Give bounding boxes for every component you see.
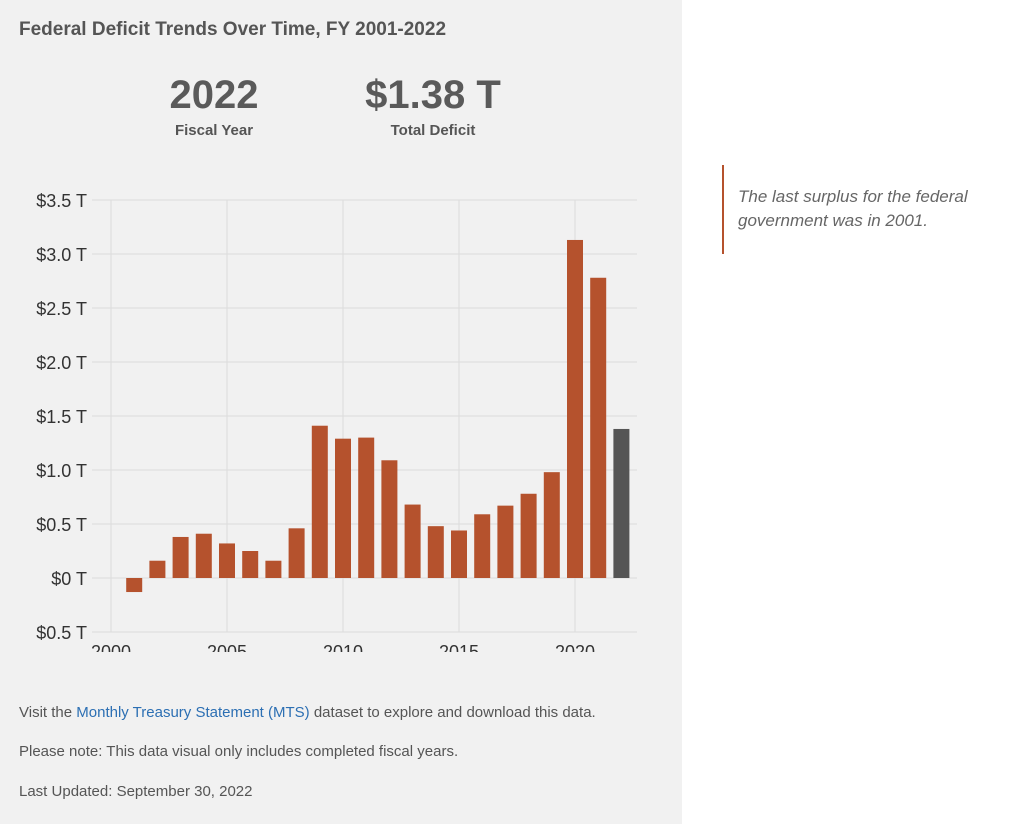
bar-2008	[288, 528, 305, 578]
bar-2004	[195, 533, 212, 578]
y-tick-label: $3.0 T	[36, 245, 87, 265]
callout-text: The last surplus for the federal governm…	[738, 187, 968, 230]
bar-2013	[404, 504, 421, 578]
total-deficit-label: Total Deficit	[390, 122, 476, 139]
mts-link[interactable]: Monthly Treasury Statement (MTS)	[76, 704, 310, 721]
bar-2005	[219, 543, 235, 578]
bar-2001	[126, 578, 143, 593]
visit-suffix: dataset to explore and download this dat…	[309, 704, 596, 721]
y-tick-label: $0 T	[51, 569, 87, 589]
surplus-callout: The last surplus for the federal governm…	[722, 165, 1018, 254]
bar-2010	[335, 438, 351, 578]
deficit-bar-chart: $3.5 T $3.0 T $2.5 T $2.0 T $1.5 T $1.0 T $0.5…	[0, 191, 682, 660]
total-deficit-value: $1.38 T	[365, 73, 501, 117]
bar-2015	[451, 530, 467, 578]
bar-2003	[172, 536, 189, 578]
bar-2002	[149, 560, 166, 578]
total-deficit-stat: $1.38 T Total Deficit	[343, 72, 523, 139]
bar-2016	[474, 514, 491, 578]
y-tick-label: $0.5 T	[36, 515, 87, 535]
fiscal-year-value: 2022	[169, 73, 259, 117]
bar-2017	[497, 505, 514, 578]
y-tick-label: $0.5 T	[36, 623, 87, 643]
last-updated: Last Updated: September 30, 2022	[19, 783, 253, 800]
bar-2021	[590, 277, 607, 578]
bar-2022	[613, 428, 630, 578]
y-tick-label: $2.5 T	[36, 299, 87, 319]
bar-2006	[242, 551, 259, 578]
y-tick-label: $1.0 T	[36, 461, 87, 481]
bar-2009	[311, 425, 328, 578]
note-text: Please note: This data visual only inclu…	[19, 743, 459, 760]
x-label-clip	[0, 652, 682, 660]
bar-2011	[358, 437, 375, 578]
bar-2014	[427, 526, 444, 578]
bar-2020	[567, 239, 583, 578]
chart-panel: Federal Deficit Trends Over Time, FY 200…	[0, 0, 682, 824]
bar-2018	[520, 493, 537, 578]
fiscal-year-label: Fiscal Year	[174, 122, 254, 139]
bar-2007	[265, 560, 282, 578]
y-tick-label: $2.0 T	[36, 353, 87, 373]
visit-text: Visit the Monthly Treasury Statement (MT…	[19, 704, 596, 721]
bar-2019	[543, 472, 560, 578]
bar-2012	[381, 460, 398, 578]
visit-prefix: Visit the	[19, 704, 77, 721]
chart-title: Federal Deficit Trends Over Time, FY 200…	[19, 19, 447, 40]
y-tick-label: $1.5 T	[36, 407, 87, 427]
fiscal-year-stat: 2022 Fiscal Year	[154, 72, 274, 139]
y-tick-label: $3.5 T	[36, 191, 87, 211]
